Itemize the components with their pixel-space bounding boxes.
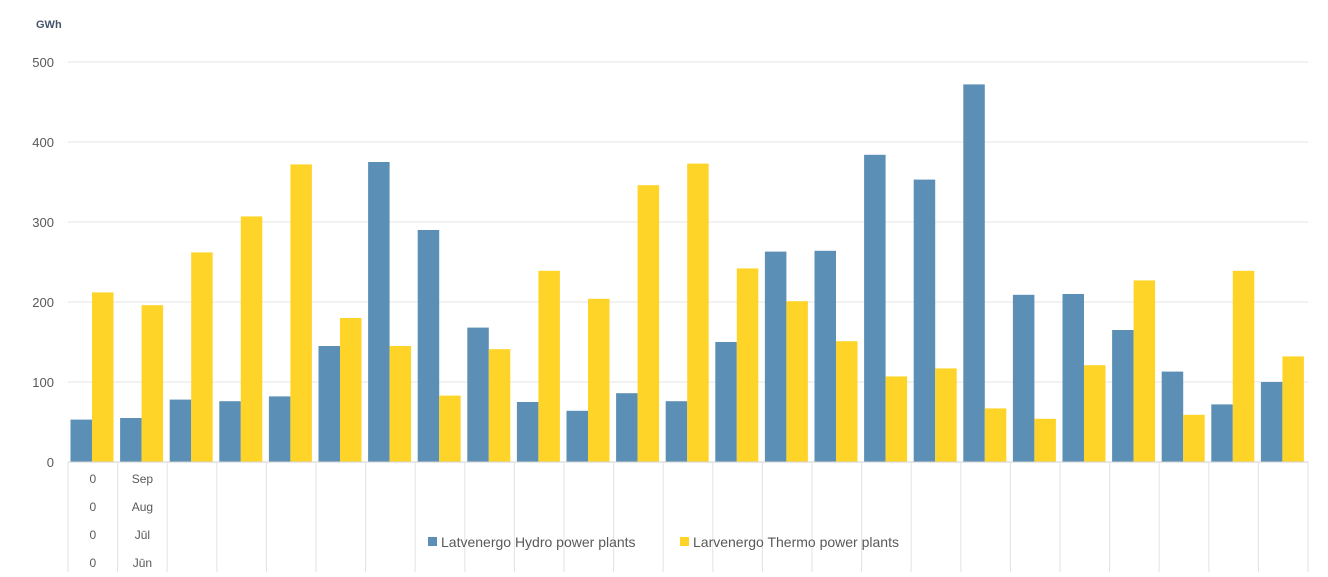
bar-hydro <box>70 419 92 462</box>
bar-thermo <box>836 341 858 462</box>
bar-hydro <box>963 84 985 463</box>
bar-thermo <box>488 349 511 462</box>
y-tick-label: 200 <box>32 295 54 310</box>
bar-thermo <box>240 216 263 462</box>
legend-swatch <box>428 537 437 546</box>
y-tick-label: 500 <box>32 55 54 70</box>
bar-thermo <box>984 408 1007 462</box>
bar-hydro <box>318 346 340 462</box>
category-label: 0 <box>89 556 96 570</box>
y-tick-label: 100 <box>32 375 54 390</box>
y-tick-label: 0 <box>47 455 54 470</box>
bar-thermo <box>191 252 213 462</box>
bar-hydro <box>1211 404 1233 462</box>
category-label: 0 <box>89 528 96 542</box>
bar-thermo <box>141 305 164 462</box>
bar-hydro <box>1260 382 1283 462</box>
legend-swatch <box>680 537 689 546</box>
bar-thermo <box>1232 270 1255 462</box>
bar-hydro <box>219 401 241 462</box>
bar-thermo <box>786 301 808 462</box>
bar-hydro <box>913 179 936 462</box>
bar-thermo <box>389 346 412 462</box>
bar-thermo <box>687 163 709 462</box>
legend: Latvenergo Hydro power plants Larvenergo … <box>428 534 899 550</box>
bar-thermo <box>92 292 114 462</box>
y-axis-unit-label: GWh <box>36 19 62 31</box>
bar-hydro <box>417 230 440 462</box>
bar-thermo <box>1282 356 1304 462</box>
y-tick-label: 300 <box>32 215 54 230</box>
bar-hydro <box>120 418 142 462</box>
bar-hydro <box>1161 371 1184 462</box>
bar-hydro <box>764 251 787 462</box>
bar-hydro <box>368 162 390 462</box>
bar-hydro <box>1062 294 1084 462</box>
bar-thermo <box>736 268 759 462</box>
bar-thermo <box>935 368 957 462</box>
category-labels: 0 Sep 0 Aug 0 Jūl 0 Jūn <box>89 472 153 570</box>
legend-label: Latvenergo Hydro power plants <box>441 534 636 550</box>
bar-thermo <box>1183 414 1205 462</box>
category-separators <box>67 462 1309 572</box>
bar-thermo <box>538 270 560 462</box>
bar-hydro <box>1112 330 1134 462</box>
y-axis-tick-labels: 0 100 200 300 400 500 <box>32 55 54 470</box>
bar-hydro <box>665 401 688 462</box>
bar-hydro <box>169 399 192 462</box>
bar-thermo <box>340 318 362 462</box>
bar-hydro <box>616 393 638 462</box>
y-tick-label: 400 <box>32 135 54 150</box>
bar-hydro <box>1012 294 1035 462</box>
category-label: 0 <box>89 472 96 486</box>
bar-thermo <box>290 164 312 462</box>
bar-hydro <box>814 250 836 462</box>
legend-label: Larvenergo Thermo power plants <box>693 534 899 550</box>
category-label: Aug <box>132 500 153 514</box>
bar-thermo <box>885 376 908 462</box>
bar-thermo <box>1133 280 1156 462</box>
bar-thermo <box>439 395 461 462</box>
bars <box>70 84 1304 463</box>
bar-hydro <box>467 327 489 462</box>
category-label: Sep <box>132 472 154 486</box>
category-label: Jūn <box>133 556 152 570</box>
bar-thermo <box>1084 365 1106 462</box>
bar-thermo <box>588 298 610 462</box>
bar-hydro <box>516 402 539 462</box>
bar-thermo <box>637 185 660 462</box>
bar-thermo <box>1034 418 1056 462</box>
category-label: 0 <box>89 500 96 514</box>
category-label: Jūl <box>135 528 150 542</box>
bar-hydro <box>566 410 588 462</box>
bar-hydro <box>864 154 886 463</box>
bar-hydro <box>715 342 737 462</box>
bar-hydro <box>268 396 291 462</box>
